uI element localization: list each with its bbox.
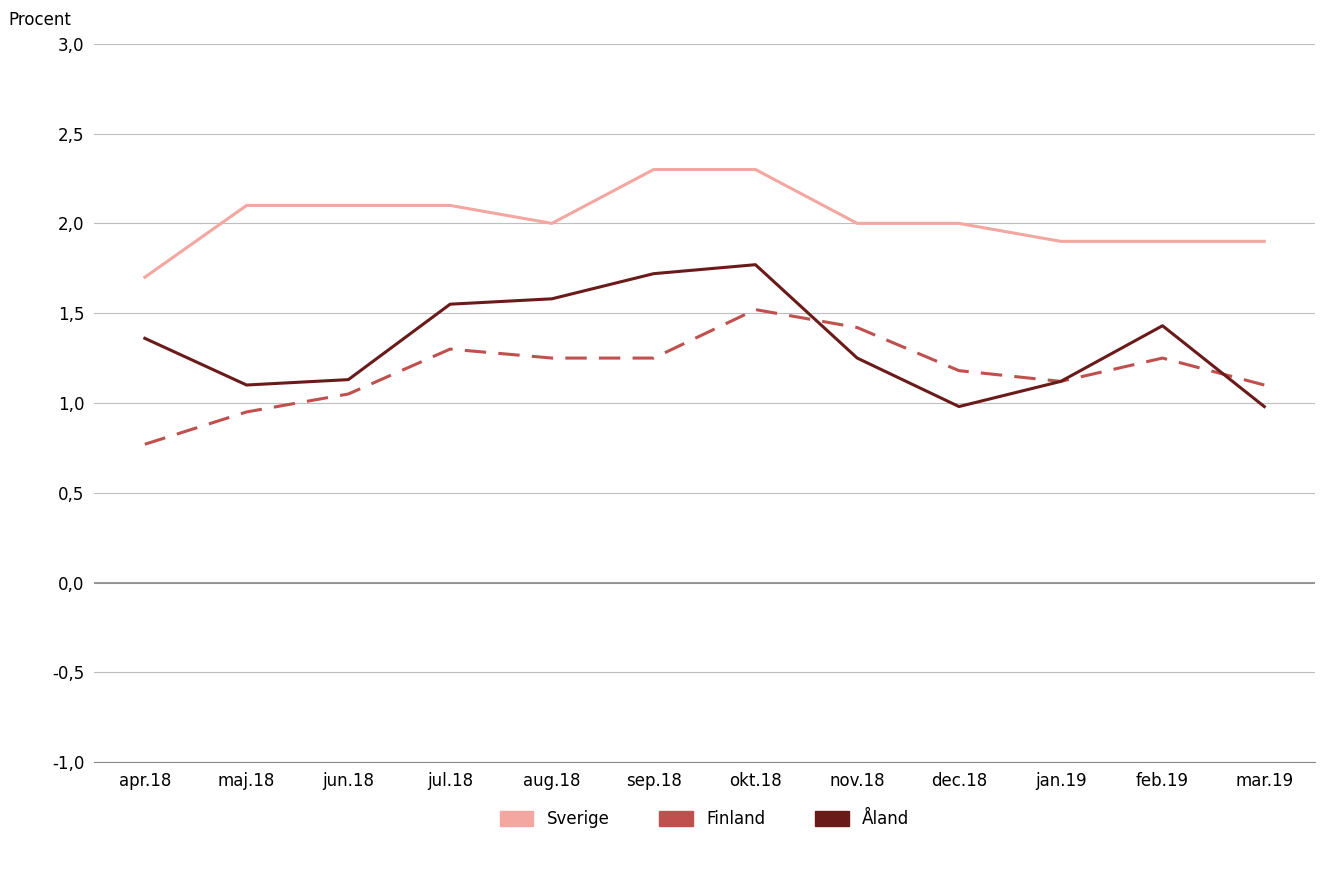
Legend: Sverige, Finland, Åland: Sverige, Finland, Åland [491,802,918,837]
Text: Procent: Procent [8,11,71,30]
